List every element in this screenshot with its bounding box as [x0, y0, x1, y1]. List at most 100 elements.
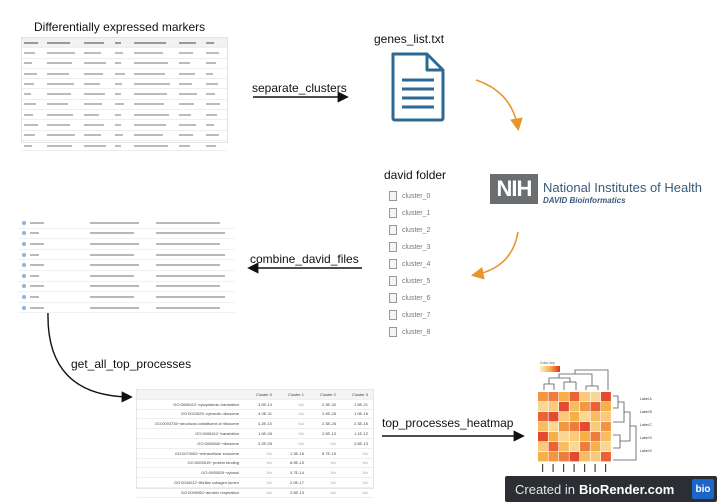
pvalue-cell: NA	[266, 489, 272, 495]
pvalue-cell: NA	[362, 480, 368, 486]
go-term: GO:0005829~cytosol	[201, 470, 239, 476]
markers-table-cell	[177, 38, 204, 47]
pvalue-cell: NA	[330, 470, 336, 476]
pvalue-cell: NA	[266, 450, 272, 456]
file-name: cluster_5	[402, 277, 431, 285]
pvalue-cell: 3.7E-14	[289, 470, 304, 476]
heatmap-row-labels: Label A Label B Label C Label D Label E	[640, 397, 653, 453]
markers-table-cell	[22, 79, 45, 88]
markers-table-cell	[132, 100, 176, 109]
heatmap-cell	[590, 442, 601, 452]
markers-table-cell	[177, 48, 204, 57]
pvalue-cell: NA	[330, 460, 336, 466]
markers-table-cell	[45, 120, 82, 129]
combined-table-row	[18, 271, 236, 282]
pvalue-cell: NA	[298, 421, 304, 427]
row-marker-icon	[22, 220, 26, 225]
heatmap-cell	[559, 392, 569, 402]
heatmap-cell	[601, 452, 611, 462]
folder-file-item[interactable]: cluster_5	[389, 274, 430, 288]
combined-table-cell	[156, 303, 236, 313]
markers-table-cell	[177, 141, 204, 150]
heatmap-column-label	[605, 464, 607, 472]
folder-file-item[interactable]: cluster_0	[389, 189, 430, 203]
markers-table-cell	[132, 89, 176, 98]
folder-file-item[interactable]: cluster_6	[389, 291, 430, 305]
markers-table-row	[22, 79, 227, 90]
markers-table-cell	[22, 100, 45, 109]
pvalue-cell: 6.9E-15	[289, 460, 304, 466]
folder-file-item[interactable]: cluster_3	[389, 240, 430, 254]
top-processes-row: GO:0006412~translation 1.0E-05 NA 2.5E-13 1.…	[137, 429, 373, 439]
markers-table-cell	[45, 110, 82, 119]
heatmap-row-label: Label D	[640, 436, 653, 440]
heatmap-cell	[580, 402, 590, 412]
nih-name: National Institutes of Health	[543, 180, 702, 195]
combined-table-row	[18, 260, 236, 271]
combined-table-cell	[30, 239, 90, 249]
markers-table-cell	[82, 48, 113, 57]
file-icon	[389, 293, 397, 303]
folder-file-item[interactable]: cluster_7	[389, 308, 430, 322]
combined-table-row	[18, 292, 236, 303]
go-term: GO:0006412~translation	[195, 431, 239, 437]
pvalue-cell: 1.3E-16	[289, 450, 304, 456]
markers-table-row	[22, 120, 227, 131]
row-marker-icon	[22, 263, 26, 268]
file-icon	[389, 225, 397, 235]
top-processes-row: GO:0034012~fibrillar collagen lumen NA 2.0…	[137, 478, 373, 488]
heatmap-cell	[580, 452, 590, 462]
pvalue-cell: NA	[298, 431, 304, 437]
markers-table-cell	[113, 59, 132, 68]
markers-table-cell	[82, 59, 113, 68]
markers-table	[22, 38, 227, 152]
pvalue-cell: NA	[330, 440, 336, 446]
folder-file-item[interactable]: cluster_4	[389, 257, 430, 271]
get-all-top-processes-label: get_all_top_processes	[71, 357, 192, 371]
markers-table-cell	[22, 89, 45, 98]
row-marker-icon	[22, 305, 26, 310]
heatmap-column-label	[594, 464, 596, 472]
folder-file-item[interactable]: cluster_1	[389, 206, 430, 220]
folder-file-item[interactable]: cluster_2	[389, 223, 430, 237]
arrow-from-nih	[470, 231, 519, 280]
markers-table-cell	[132, 48, 176, 57]
markers-table-row	[22, 131, 227, 141]
badge-brand: BioRender.com	[578, 481, 675, 497]
combined-table-row	[18, 229, 236, 240]
top-processes-row: GO:0006412~cytoplasmic translation 3.0E-1…	[137, 400, 373, 410]
markers-table-row	[22, 141, 227, 152]
genes-file-label: genes_list.txt	[374, 32, 445, 46]
row-marker-icon	[22, 273, 26, 278]
heatmap-column-labels	[542, 464, 607, 472]
combined-table-cell	[156, 260, 236, 270]
markers-table-cell	[204, 59, 227, 68]
heatmap-cell	[569, 452, 580, 462]
file-name: cluster_7	[402, 311, 431, 319]
row-marker-icon	[22, 284, 26, 289]
pvalue-cell: 2.3E-30	[321, 401, 336, 407]
markers-table-cell	[82, 110, 113, 119]
top-processes-row: GO:0005515~protein binding NA 6.9E-15 NA NA	[137, 459, 373, 469]
markers-table-cell	[177, 110, 204, 119]
combined-table-cell	[90, 260, 156, 270]
combined-table-cell	[90, 292, 156, 302]
biorender-badge[interactable]: Created in BioRender.com bio	[505, 476, 717, 502]
combined-table-cell	[90, 271, 156, 281]
markers-table-cell	[82, 79, 113, 88]
separate-clusters-label: separate_clusters	[252, 81, 347, 95]
combined-table-cell	[156, 271, 236, 281]
markers-table-cell	[45, 48, 82, 57]
markers-table-cell	[204, 131, 227, 140]
file-name: cluster_8	[402, 328, 431, 336]
folder-file-item[interactable]: cluster_8	[389, 325, 430, 339]
heatmap-cell	[548, 422, 559, 432]
file-icon	[389, 208, 397, 218]
row-marker-icon	[22, 252, 26, 257]
heatmap-cell	[580, 442, 590, 452]
markers-table-cell	[113, 79, 132, 88]
heatmap-color-key-title: Color key	[540, 361, 555, 365]
file-icon	[389, 327, 397, 337]
